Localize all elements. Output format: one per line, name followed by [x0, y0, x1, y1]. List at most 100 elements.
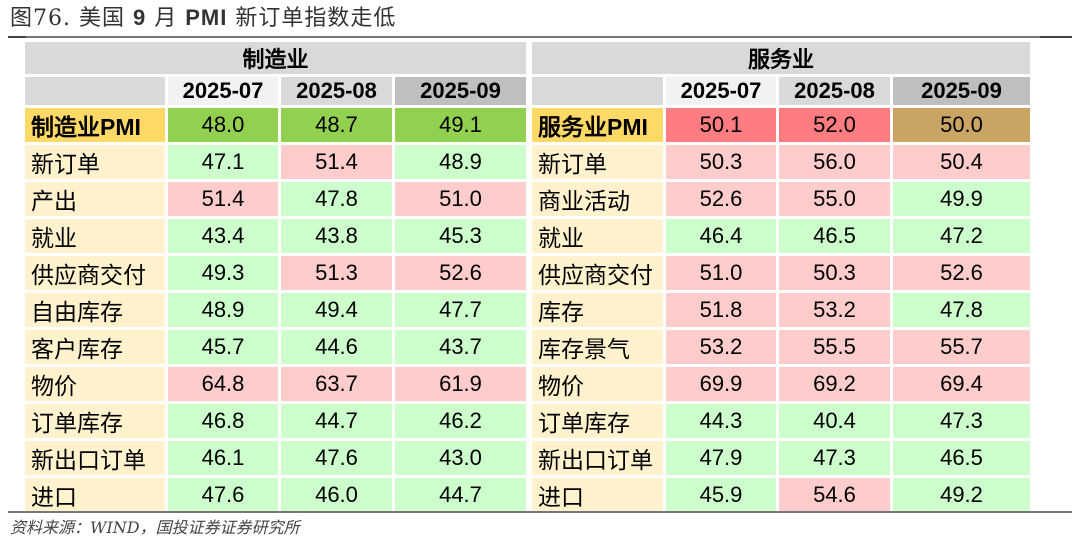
svc-value-cell: 51.8: [666, 293, 776, 327]
svc-period-header: 2025-07: [666, 77, 776, 105]
svc-row-label: 订单库存: [532, 404, 663, 438]
table-row: 物价 64.8 63.7 61.9 物价 69.9 69.2 69.4: [25, 367, 1030, 401]
services-section-header: 服务业: [532, 42, 1030, 74]
table-row: 新订单 47.1 51.4 48.9 新订单 50.3 56.0 50.4: [25, 145, 1030, 179]
svc-value-cell: 47.2: [893, 219, 1030, 253]
top-divider: [8, 36, 1072, 38]
top-divider-accent-left: [8, 36, 26, 38]
svc-row-label: 进口: [532, 478, 663, 512]
svc-period-header: 2025-09: [893, 77, 1030, 105]
table-row: 自由库存 48.9 49.4 47.7 库存 51.8 53.2 47.8: [25, 293, 1030, 327]
svc-row-label: 供应商交付: [532, 256, 663, 290]
mfg-row-label: 供应商交付: [25, 256, 165, 290]
mfg-row-label: 订单库存: [25, 404, 165, 438]
table-row: 进口 47.6 46.0 44.7 进口 45.9 54.6 49.2: [25, 478, 1030, 512]
svc-row-label: 服务业PMI: [532, 108, 663, 142]
svc-corner-cell: [532, 77, 663, 105]
svc-value-cell: 52.6: [893, 256, 1030, 290]
mfg-row-label: 物价: [25, 367, 165, 401]
svc-row-label: 就业: [532, 219, 663, 253]
mfg-value-cell: 47.1: [168, 145, 278, 179]
pmi-table: 制造业 服务业 2025-07 2025-08 2025-09 2025-07 …: [22, 39, 1033, 515]
svc-value-cell: 46.5: [893, 441, 1030, 475]
svc-value-cell: 50.4: [893, 145, 1030, 179]
period-header-row: 2025-07 2025-08 2025-09 2025-07 2025-08 …: [25, 77, 1030, 105]
mfg-value-cell: 64.8: [168, 367, 278, 401]
mfg-corner-cell: [25, 77, 165, 105]
mfg-value-cell: 44.7: [281, 404, 392, 438]
mfg-value-cell: 47.6: [168, 478, 278, 512]
mfg-row-label: 新出口订单: [25, 441, 165, 475]
svc-row-label: 新出口订单: [532, 441, 663, 475]
mfg-value-cell: 48.9: [168, 293, 278, 327]
svc-value-cell: 55.7: [893, 330, 1030, 364]
svc-value-cell: 47.3: [893, 404, 1030, 438]
svc-value-cell: 69.4: [893, 367, 1030, 401]
mfg-value-cell: 49.1: [395, 108, 526, 142]
table-row: 就业 43.4 43.8 45.3 就业 46.4 46.5 47.2: [25, 219, 1030, 253]
svc-row-label: 库存景气: [532, 330, 663, 364]
mfg-value-cell: 47.7: [395, 293, 526, 327]
svc-row-label: 商业活动: [532, 182, 663, 216]
mfg-value-cell: 48.7: [281, 108, 392, 142]
svc-value-cell: 52.6: [666, 182, 776, 216]
mfg-period-header: 2025-08: [281, 77, 392, 105]
mfg-value-cell: 46.8: [168, 404, 278, 438]
mfg-value-cell: 43.7: [395, 330, 526, 364]
figure-title: 图76. 美国 9 月 PMI 新订单指数走低: [10, 2, 396, 34]
mfg-value-cell: 43.4: [168, 219, 278, 253]
mfg-value-cell: 44.6: [281, 330, 392, 364]
title-prefix: 图76. 美国: [10, 6, 125, 31]
mfg-value-cell: 43.8: [281, 219, 392, 253]
mfg-value-cell: 47.8: [281, 182, 392, 216]
mfg-value-cell: 48.9: [395, 145, 526, 179]
svc-value-cell: 46.5: [779, 219, 890, 253]
mfg-value-cell: 63.7: [281, 367, 392, 401]
mfg-value-cell: 46.1: [168, 441, 278, 475]
svc-value-cell: 52.0: [779, 108, 890, 142]
mfg-row-label: 进口: [25, 478, 165, 512]
svc-value-cell: 49.2: [893, 478, 1030, 512]
svc-value-cell: 47.9: [666, 441, 776, 475]
svc-value-cell: 56.0: [779, 145, 890, 179]
svc-value-cell: 45.9: [666, 478, 776, 512]
svc-row-label: 库存: [532, 293, 663, 327]
title-mid: 月: [154, 6, 178, 31]
mfg-row-label: 制造业PMI: [25, 108, 165, 142]
svc-value-cell: 50.0: [893, 108, 1030, 142]
table-row: 产出 51.4 47.8 51.0 商业活动 52.6 55.0 49.9: [25, 182, 1030, 216]
mfg-value-cell: 46.2: [395, 404, 526, 438]
headline-pmi-row: 制造业PMI 48.0 48.7 49.1 服务业PMI 50.1 52.0 50.0: [25, 108, 1030, 142]
source-note: 资料来源：WIND，国投证券证券研究所: [10, 518, 300, 537]
mfg-value-cell: 51.4: [168, 182, 278, 216]
mfg-period-header: 2025-07: [168, 77, 278, 105]
title-pmi: PMI: [185, 5, 228, 30]
svc-value-cell: 51.0: [666, 256, 776, 290]
table-row: 供应商交付 49.3 51.3 52.6 供应商交付 51.0 50.3 52.6: [25, 256, 1030, 290]
svc-value-cell: 40.4: [779, 404, 890, 438]
section-header-row: 制造业 服务业: [25, 42, 1030, 74]
table-row: 客户库存 45.7 44.6 43.7 库存景气 53.2 55.5 55.7: [25, 330, 1030, 364]
svc-row-label: 物价: [532, 367, 663, 401]
svc-value-cell: 55.0: [779, 182, 890, 216]
svc-value-cell: 50.3: [666, 145, 776, 179]
mfg-row-label: 自由库存: [25, 293, 165, 327]
svc-value-cell: 69.9: [666, 367, 776, 401]
mfg-value-cell: 47.6: [281, 441, 392, 475]
svc-value-cell: 53.2: [779, 293, 890, 327]
bottom-divider: [8, 511, 1072, 513]
title-month: 9: [132, 5, 147, 30]
mfg-row-label: 客户库存: [25, 330, 165, 364]
mfg-value-cell: 61.9: [395, 367, 526, 401]
mfg-row-label: 新订单: [25, 145, 165, 179]
table-row: 订单库存 46.8 44.7 46.2 订单库存 44.3 40.4 47.3: [25, 404, 1030, 438]
title-suffix: 新订单指数走低: [235, 6, 397, 31]
mfg-value-cell: 51.4: [281, 145, 392, 179]
svc-period-header: 2025-08: [779, 77, 890, 105]
svc-value-cell: 50.3: [779, 256, 890, 290]
svc-value-cell: 49.9: [893, 182, 1030, 216]
table-row: 新出口订单 46.1 47.6 43.0 新出口订单 47.9 47.3 46.5: [25, 441, 1030, 475]
mfg-value-cell: 51.3: [281, 256, 392, 290]
mfg-value-cell: 46.0: [281, 478, 392, 512]
svc-value-cell: 55.5: [779, 330, 890, 364]
